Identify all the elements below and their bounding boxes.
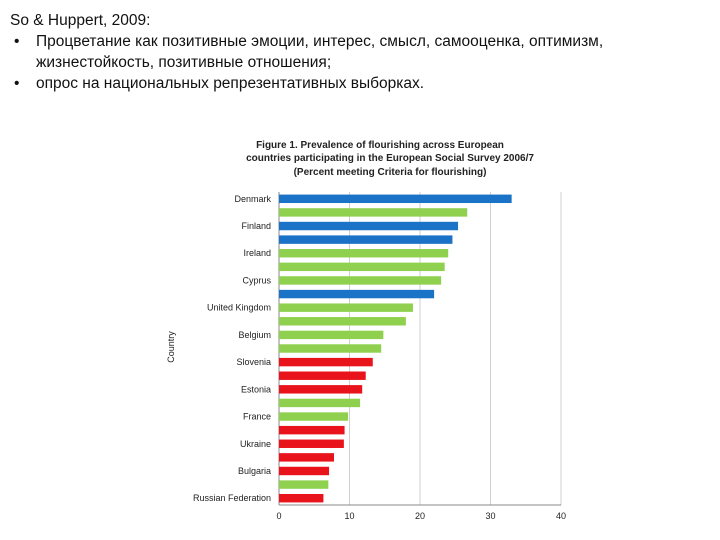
- y-tick-label: Ireland: [243, 248, 271, 258]
- x-tick-labels: 0 10 20 30 40: [276, 511, 566, 521]
- y-tick-label: Belgium: [238, 330, 271, 340]
- y-tick-label: Finland: [241, 221, 271, 231]
- bar: [279, 357, 373, 367]
- bar: [279, 453, 334, 462]
- bar: [279, 466, 330, 476]
- bar: [279, 398, 361, 408]
- chart-title-line-1: Figure 1. Prevalence of flourishing acro…: [256, 140, 504, 151]
- bar: [279, 330, 384, 340]
- bar: [279, 221, 459, 231]
- x-tick-label: 10: [344, 511, 354, 521]
- bar: [279, 371, 366, 380]
- bar: [279, 262, 445, 272]
- bar: [279, 317, 406, 326]
- bar: [279, 208, 468, 217]
- bullet-item-2: • опрос на национальных репрезентативных…: [10, 73, 710, 94]
- bar: [279, 344, 382, 353]
- bar: [279, 249, 449, 258]
- y-tick-label: Estonia: [241, 384, 271, 394]
- bar: [279, 194, 512, 204]
- x-tick-label: 20: [415, 511, 425, 521]
- bar: [279, 385, 363, 394]
- bar: [279, 493, 324, 503]
- chart-title-line-2: countries participating in the European …: [246, 153, 534, 164]
- y-tick-label: Slovenia: [236, 357, 271, 367]
- y-tick-labels: Denmark Finland Ireland Cyprus United Kingdo…: [193, 194, 272, 503]
- bar: [279, 425, 345, 435]
- y-tick-label: Denmark: [234, 194, 271, 204]
- x-tick-label: 0: [276, 511, 281, 521]
- chart-bars: [279, 194, 512, 503]
- y-tick-label: France: [243, 412, 271, 422]
- bullet-text-1: Процветание как позитивные эмоции, интер…: [36, 33, 604, 50]
- x-tick-label: 30: [485, 511, 495, 521]
- bullet-item-1: • Процветание как позитивные эмоции, инт…: [10, 31, 710, 52]
- chart-title-line-3: (Percent meeting Criteria for flourishin…: [294, 167, 487, 178]
- y-tick-label: Bulgaria: [238, 466, 271, 476]
- bar: [279, 235, 453, 244]
- bar: [279, 480, 329, 489]
- bar: [279, 303, 413, 312]
- y-tick-label: Cyprus: [242, 275, 271, 285]
- y-tick-label: Russian Federation: [193, 493, 271, 503]
- bar: [279, 289, 435, 299]
- slide-text: So & Huppert, 2009: • Процветание как по…: [10, 10, 710, 94]
- bullet-icon: •: [14, 33, 20, 50]
- bullet-text-2: опрос на национальных репрезентативных в…: [36, 75, 425, 92]
- bar: [279, 439, 344, 448]
- y-axis-title: Country: [166, 331, 176, 363]
- bullet-text-1-continued: жизнестойкость, позитивные отношения;: [36, 54, 332, 71]
- bullet-icon: •: [14, 75, 20, 92]
- x-tick-label: 40: [556, 511, 566, 521]
- slide-heading: So & Huppert, 2009:: [10, 12, 151, 29]
- chart-title: Figure 1. Prevalence of flourishing acro…: [246, 140, 534, 178]
- y-tick-label: Ukraine: [240, 439, 271, 449]
- y-tick-label: United Kingdom: [207, 303, 271, 313]
- bar: [279, 412, 349, 421]
- bar: [279, 276, 442, 285]
